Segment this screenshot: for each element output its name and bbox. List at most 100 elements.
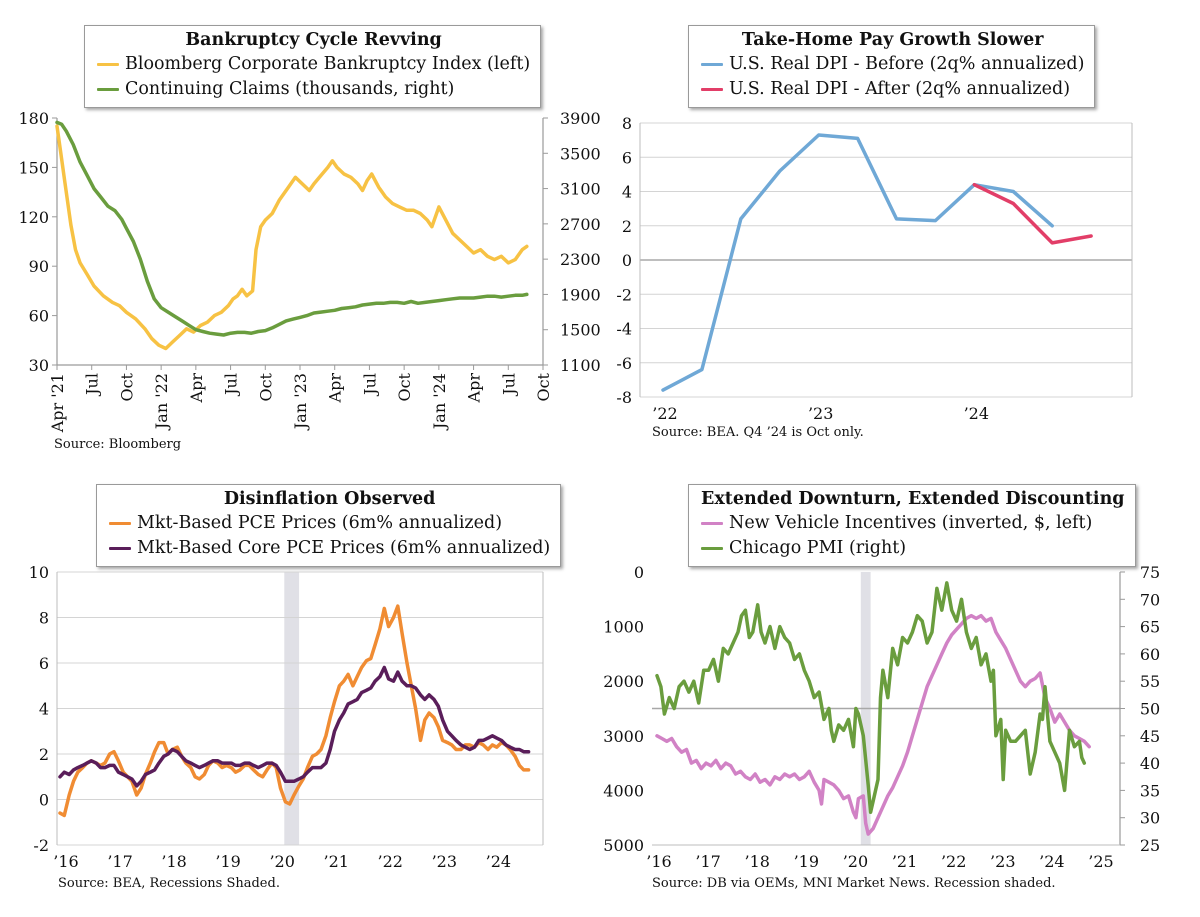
bankruptcy-x-tick-label: Oct [256, 372, 275, 401]
bankruptcy-left-tick-label: 30 [29, 356, 49, 375]
downturn-right-tick-label: 60 [1140, 645, 1160, 664]
chart-title-bankruptcy: Bankruptcy Cycle Revving [185, 30, 442, 50]
bankruptcy-left-tick-label: 120 [18, 208, 49, 227]
downturn-x-tick-label: ’18 [744, 852, 769, 871]
bankruptcy-right-tick-label: 3900 [560, 109, 601, 128]
downturn-right-tick-label: 35 [1140, 781, 1160, 800]
takehome-x-tick-label: ’23 [808, 404, 833, 423]
downturn-series-incentives-line [655, 613, 1091, 836]
downturn-x-tick-label: ’21 [892, 852, 917, 871]
disinflation-x-tick-label: ’19 [215, 852, 240, 871]
downturn-right-tick-label: 70 [1140, 590, 1160, 609]
legend-item-pce: Mkt-Based PCE Prices (6m% annualized) [109, 511, 550, 536]
bankruptcy-x-tick-label: Jan '23 [291, 373, 310, 431]
disinflation-y-tick-label: 10 [29, 563, 49, 582]
disinflation-y-tick-label: 0 [39, 791, 49, 810]
disinflation-y-tick-label: 8 [39, 609, 49, 628]
bankruptcy-right-tick-label: 1500 [560, 321, 601, 340]
downturn-series-pmi-line [655, 581, 1087, 814]
downturn-right-tick-label: 40 [1140, 754, 1160, 773]
legend-item-bankruptcy-index: Bloomberg Corporate Bankruptcy Index (le… [97, 52, 530, 77]
disinflation-series-pce-line [58, 604, 531, 818]
legend-takehome: Take-Home Pay Growth Slower U.S. Real DP… [688, 25, 1096, 108]
downturn-x-tick-label: ’17 [695, 852, 720, 871]
legend-disinflation: Disinflation Observed Mkt-Based PCE Pric… [96, 484, 562, 567]
bankruptcy-left-tick-label: 90 [29, 257, 49, 276]
downturn-right-tick-label: 30 [1140, 809, 1160, 828]
downturn-right-tick-label: 65 [1140, 618, 1160, 637]
downturn-right-tick-label: 50 [1140, 700, 1160, 719]
disinflation-x-tick-label: ’23 [432, 852, 457, 871]
downturn-right-tick-label: 25 [1140, 836, 1160, 855]
downturn-right-tick-label: 55 [1140, 672, 1160, 691]
chart-title-takehome: Take-Home Pay Growth Slower [741, 30, 1044, 50]
takehome-y-tick-label: 2 [622, 217, 632, 236]
bankruptcy-right-tick-label: 1900 [560, 285, 601, 304]
downturn-x-tick-label: ’19 [794, 852, 819, 871]
legend-item-continuing-claims: Continuing Claims (thousands, right) [97, 77, 530, 102]
bankruptcy-x-tick-label: Jan '24 [430, 373, 449, 431]
bankruptcy-left-tick-label: 150 [18, 158, 49, 177]
bankruptcy-x-tick-label: Oct [117, 372, 136, 401]
takehome-y-tick-label: 0 [622, 251, 632, 270]
bankruptcy-x-tick-label: Apr [326, 373, 345, 404]
disinflation-x-tick-label: ’20 [269, 852, 294, 871]
bankruptcy-right-tick-label: 1100 [560, 356, 601, 375]
disinflation-y-tick-label: 2 [39, 745, 49, 764]
disinflation-x-tick-label: ’24 [486, 852, 511, 871]
bankruptcy-x-tick-label: Jul [360, 373, 379, 397]
bankruptcy-right-tick-label: 2300 [560, 250, 601, 269]
downturn-left-tick-label: 3000 [603, 727, 644, 746]
disinflation-x-tick-label: ’18 [161, 852, 186, 871]
bankruptcy-right-tick-label: 3500 [560, 144, 601, 163]
downturn-x-tick-label: ’24 [1039, 852, 1064, 871]
takehome-y-tick-label: -2 [616, 285, 632, 304]
source-downturn: Source: DB via OEMs, MNI Market News. Re… [652, 876, 1056, 891]
bankruptcy-x-tick-label: Apr '21 [48, 373, 67, 433]
takehome-y-tick-label: 8 [622, 114, 632, 133]
bankruptcy-left-tick-label: 60 [29, 307, 49, 326]
bankruptcy-x-tick-label: Jan '22 [152, 373, 171, 431]
bankruptcy-series-index-line [55, 124, 529, 351]
legend-item-dpi-before: U.S. Real DPI - Before (2q% annualized) [701, 52, 1084, 77]
downturn-left-tick-label: 5000 [603, 836, 644, 855]
source-bankruptcy: Source: Bloomberg [54, 437, 182, 452]
source-takehome: Source: BEA. Q4 ’24 is Oct only. [652, 425, 864, 440]
legend-item-incentives: New Vehicle Incentives (inverted, $, lef… [701, 511, 1125, 536]
bankruptcy-right-tick-label: 2700 [560, 215, 601, 234]
bankruptcy-right-tick-label: 3100 [560, 180, 601, 199]
takehome-y-tick-label: -4 [616, 320, 632, 339]
disinflation-y-tick-label: 6 [39, 654, 49, 673]
bankruptcy-series-claims-line [55, 120, 529, 337]
bankruptcy-x-tick-label: Apr [465, 373, 484, 404]
downturn-right-tick-label: 45 [1140, 727, 1160, 746]
bankruptcy-left-tick-label: 180 [18, 109, 49, 128]
downturn-left-tick-label: 1000 [603, 618, 644, 637]
takehome-y-tick-label: 4 [622, 183, 632, 202]
disinflation-x-tick-label: ’21 [323, 852, 348, 871]
source-disinflation: Source: BEA, Recessions Shaded. [58, 876, 280, 891]
legend-item-core-pce: Mkt-Based Core PCE Prices (6m% annualize… [109, 536, 550, 561]
bankruptcy-x-tick-label: Jul [222, 373, 241, 397]
takehome-y-tick-label: -8 [616, 388, 632, 407]
disinflation-y-tick-label: 4 [39, 700, 49, 719]
downturn-right-tick-label: 75 [1140, 563, 1160, 582]
legend-item-dpi-after: U.S. Real DPI - After (2q% annualized) [701, 77, 1084, 102]
chart-title-disinflation: Disinflation Observed [223, 489, 436, 509]
downturn-left-tick-label: 2000 [603, 672, 644, 691]
legend-downturn: Extended Downturn, Extended Discounting … [688, 484, 1136, 567]
disinflation-x-tick-label: ’22 [378, 852, 403, 871]
disinflation-x-tick-label: ’17 [107, 852, 132, 871]
downturn-x-tick-label: ’20 [843, 852, 868, 871]
bankruptcy-x-tick-label: Jul [83, 373, 102, 397]
takehome-series-before-line [661, 133, 1054, 392]
bankruptcy-x-tick-label: Apr [187, 373, 206, 404]
downturn-x-tick-label: ’23 [990, 852, 1015, 871]
downturn-left-tick-label: 4000 [603, 781, 644, 800]
downturn-left-tick-label: 0 [634, 563, 644, 582]
legend-bankruptcy: Bankruptcy Cycle Revving Bloomberg Corpo… [84, 25, 542, 108]
takehome-x-tick-label: ’22 [652, 404, 677, 423]
disinflation-y-tick-label: -2 [33, 836, 49, 855]
bankruptcy-x-tick-label: Oct [534, 372, 553, 401]
